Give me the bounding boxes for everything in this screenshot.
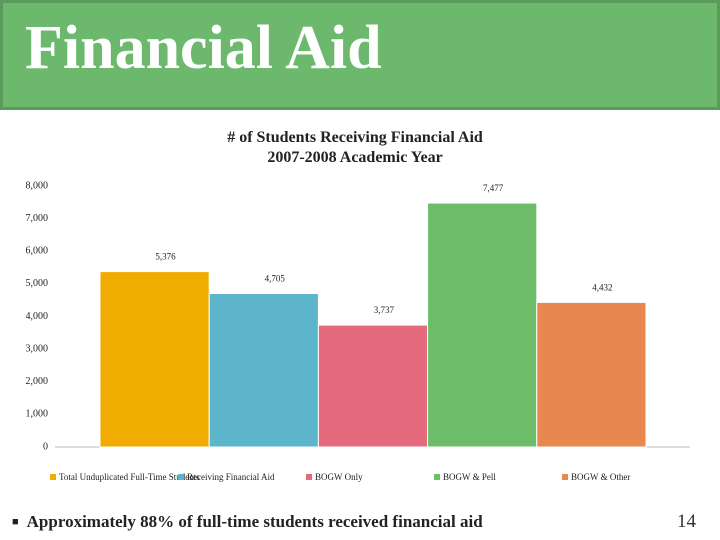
- legend-swatch: [50, 474, 56, 480]
- y-tick-label: 3,000: [26, 343, 49, 354]
- legend-label: Receiving Financial Aid: [187, 472, 275, 482]
- y-tick-label: 4,000: [26, 311, 49, 322]
- legend-label: Total Unduplicated Full-Time Students: [59, 472, 200, 482]
- value-label: 7,477: [483, 183, 504, 193]
- bar: [208, 292, 319, 448]
- y-tick-label: 2,000: [26, 376, 49, 387]
- bullet-icon: ■: [12, 516, 19, 528]
- y-tick-label: 0: [43, 441, 48, 452]
- y-tick-label: 8,000: [26, 180, 49, 191]
- legend-swatch: [306, 474, 312, 480]
- value-label: 4,432: [592, 282, 612, 292]
- header-band: Financial Aid: [0, 0, 720, 110]
- bar: [99, 271, 210, 448]
- page-number: 14: [677, 511, 696, 532]
- bullet-point: ■ Approximately 88% of full-time students…: [12, 512, 483, 532]
- bar: [427, 202, 538, 448]
- bar: [317, 324, 429, 448]
- bar: [536, 301, 647, 448]
- value-label: 5,376: [155, 252, 176, 262]
- chart-title: # of Students Receiving Financial Aid: [227, 129, 483, 146]
- legend-label: BOGW Only: [315, 472, 363, 482]
- y-tick-label: 6,000: [26, 246, 49, 257]
- legend-swatch: [178, 474, 184, 480]
- value-label: 4,705: [265, 273, 286, 283]
- bullet-text: Approximately 88% of full-time students …: [26, 512, 483, 531]
- value-label: 3,737: [374, 305, 395, 315]
- chart: # of Students Receiving Financial Aid 20…: [26, 129, 690, 482]
- slide-title: Financial Aid: [25, 14, 382, 82]
- legend-label: BOGW & Other: [571, 472, 630, 482]
- chart-subtitle: 2007-2008 Academic Year: [267, 149, 442, 166]
- y-tick-label: 5,000: [26, 278, 49, 289]
- legend-swatch: [562, 474, 568, 480]
- y-tick-label: 1,000: [26, 409, 49, 420]
- legend-swatch: [434, 474, 440, 480]
- y-tick-label: 7,000: [26, 213, 49, 224]
- legend-label: BOGW & Pell: [443, 472, 496, 482]
